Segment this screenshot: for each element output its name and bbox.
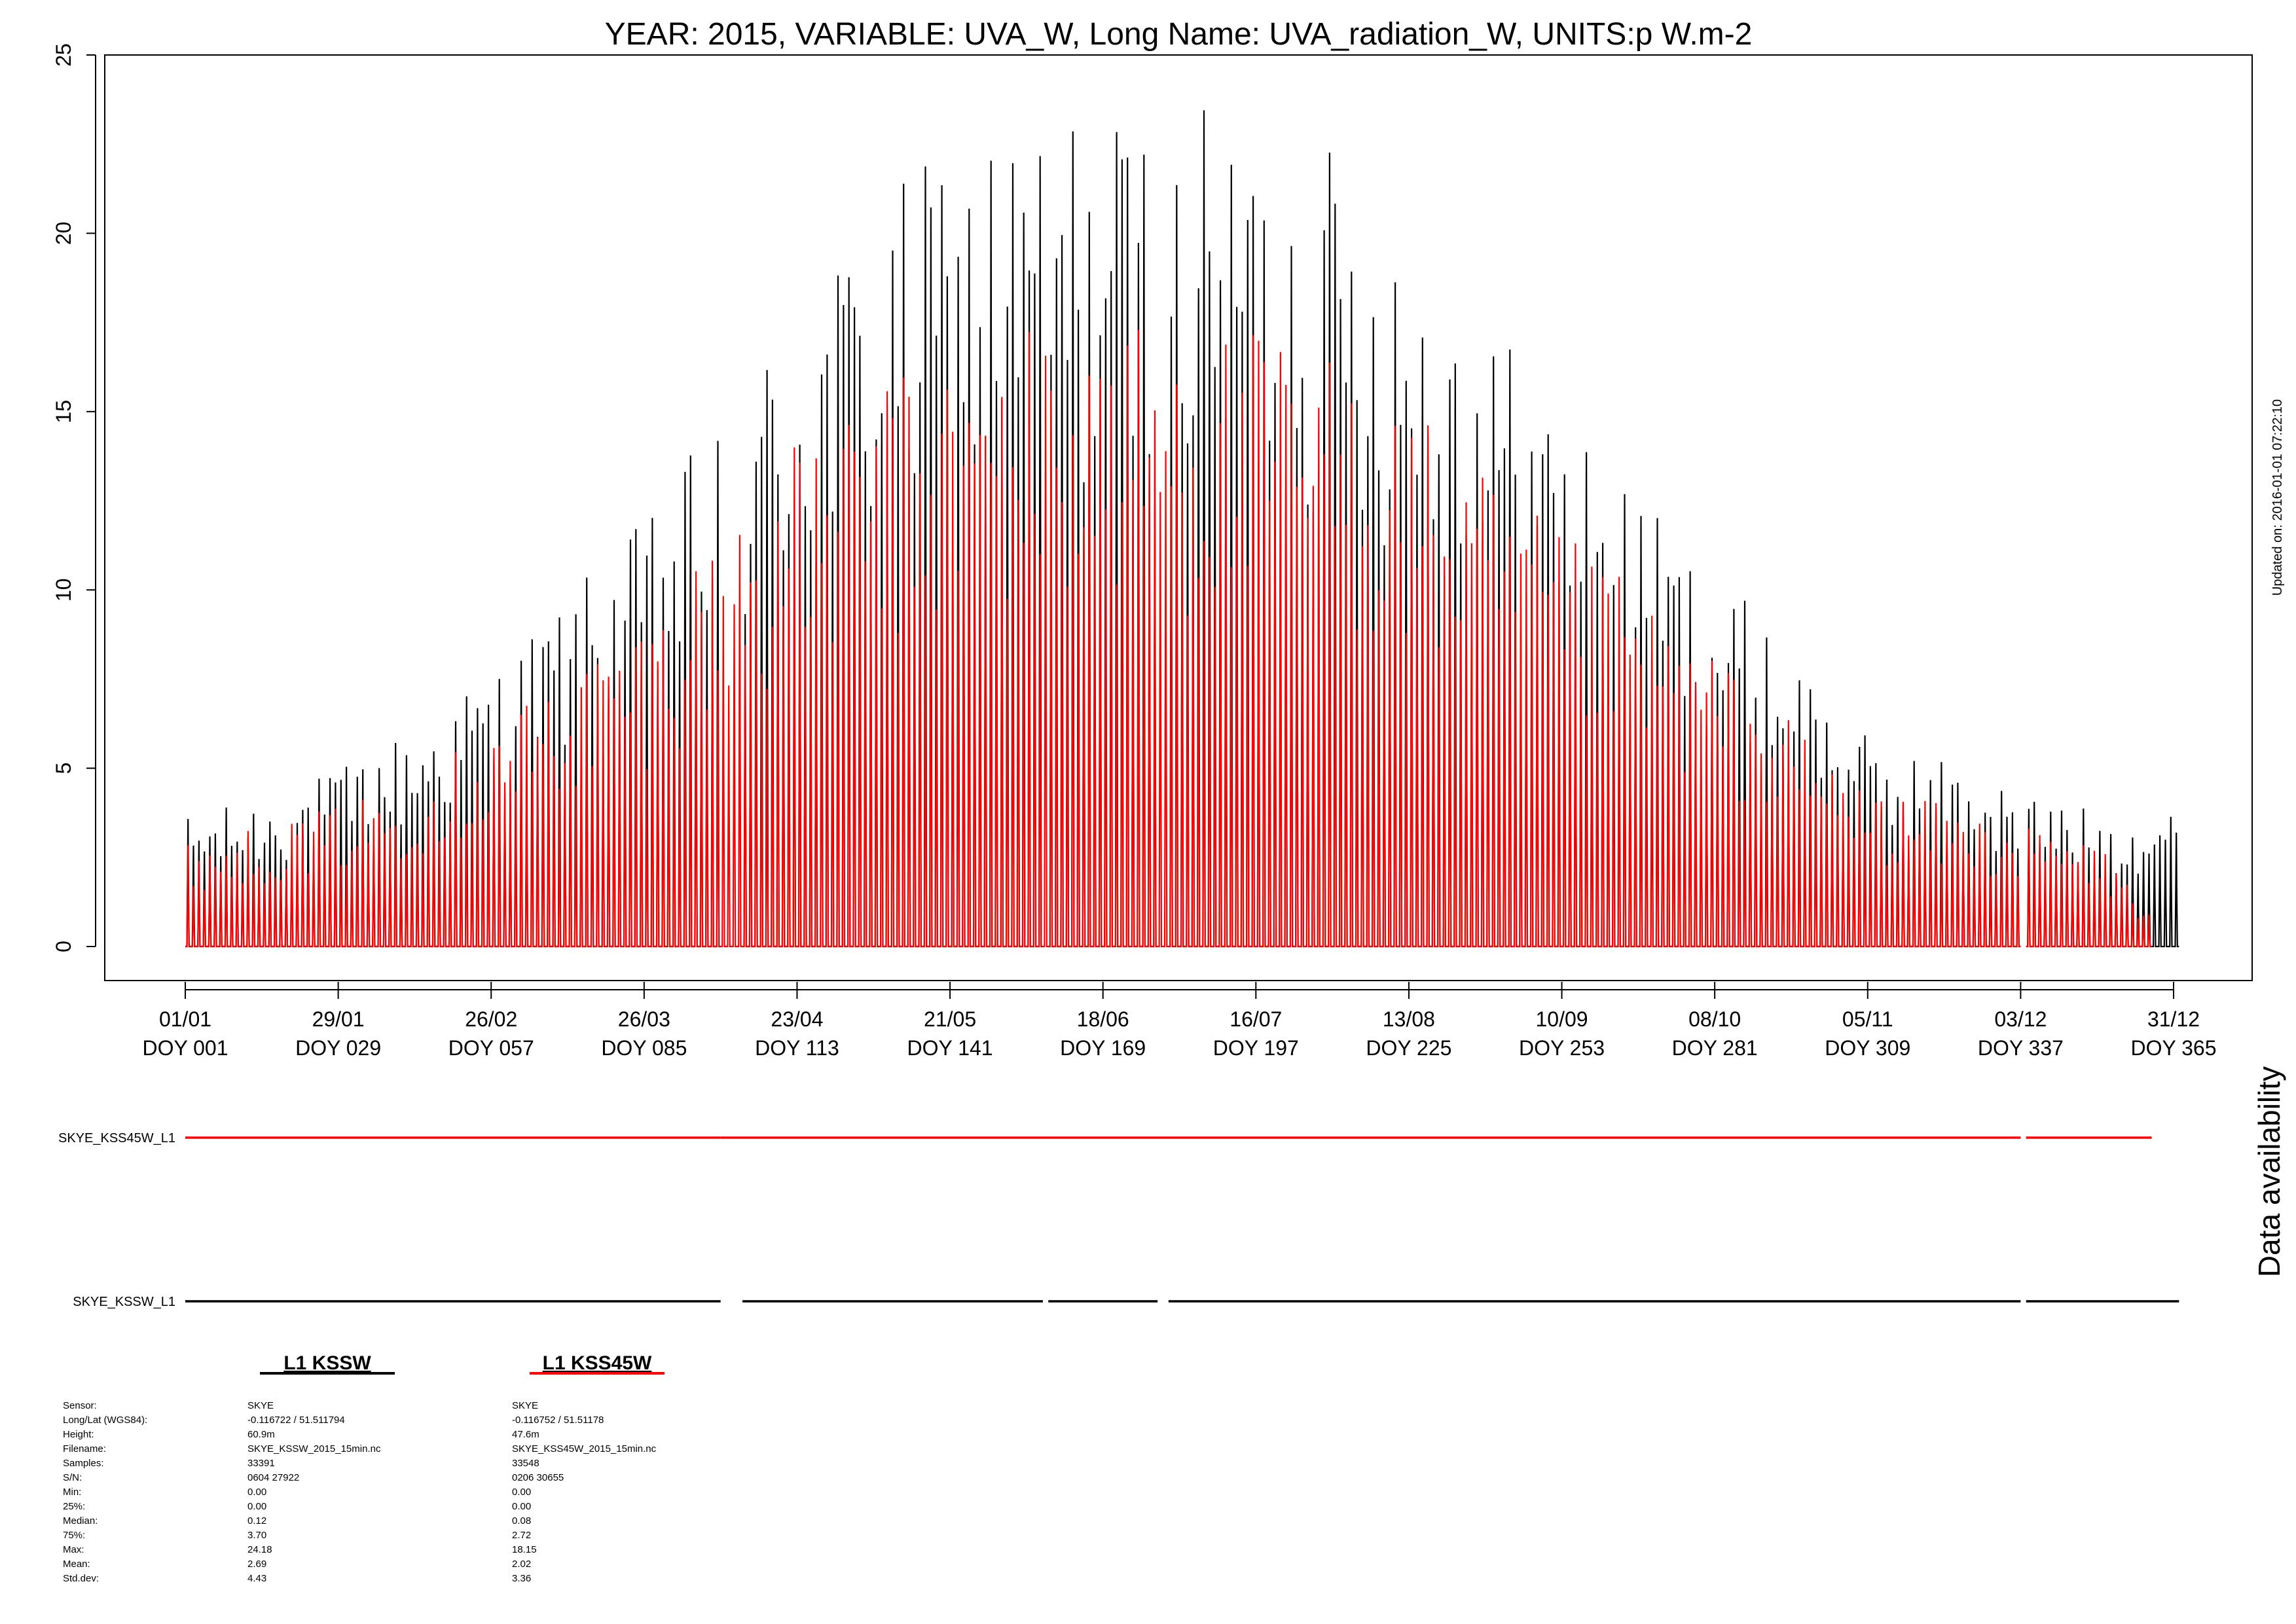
y-tick-label: 10 [52,578,75,602]
info-kss45w-cell: -0.116752 / 51.51178 [512,1415,604,1426]
info-kssw-cell: 60.9m [247,1429,275,1440]
x-tick-doy: DOY 337 [1978,1036,2064,1060]
x-tick-date: 26/03 [618,1007,670,1031]
x-tick-date: 03/12 [1994,1007,2047,1031]
info-kss45w-cell: 0206 30655 [512,1472,564,1483]
availability-row-label: SKYE_KSSW_L1 [73,1295,175,1309]
x-tick-date: 10/09 [1535,1007,1588,1031]
availability-title: Data availability [2252,1066,2286,1277]
info-table: Sensor: Long/Lat (WGS84): Height: Filename:… [63,1400,657,1584]
info-fields-cell: Min: [63,1487,81,1498]
legend-item: L1 KSS45W [543,1352,652,1374]
info-kssw-cell: -0.116722 / 51.511794 [247,1415,345,1426]
info-fields-cell: Filename: [63,1443,106,1454]
plot-area [185,110,2179,948]
info-kssw-cell: 0604 27922 [247,1472,299,1483]
x-tick-date: 26/02 [465,1007,517,1031]
x-tick-doy: DOY 225 [1366,1036,1451,1060]
x-tick-doy: DOY 197 [1213,1036,1299,1060]
info-kss45w-cell: 2.72 [512,1530,531,1541]
info-kssw-cell: 24.18 [247,1544,272,1555]
info-kssw-cell: 3.70 [247,1530,266,1541]
info-kssw-cell: 33391 [247,1458,275,1469]
x-tick-date: 31/12 [2147,1007,2200,1031]
y-axis: 0 5 10 15 20 25 [52,43,96,952]
info-fields-cell: Max: [63,1544,84,1555]
info-kssw-cell: SKYE [247,1400,274,1411]
info-kssw-cell: 0.00 [247,1501,266,1512]
info-kss45w-cell: 2.02 [512,1559,531,1570]
info-kssw-cell: 2.69 [247,1559,266,1570]
updated-timestamp: Updated on: 2016-01-01 07:22:10 [2270,399,2285,596]
series-line-l1-kss45w [185,330,2152,948]
y-tick-label: 5 [52,763,75,774]
x-tick-doy: DOY 141 [907,1036,993,1060]
info-kssw-cell: 4.43 [247,1573,266,1584]
info-fields-cell: Samples: [63,1458,104,1469]
x-tick-doy: DOY 365 [2130,1036,2216,1060]
x-tick-date: 16/07 [1230,1007,1282,1031]
info-fields-cell: 25%: [63,1501,85,1512]
info-fields-cell: 75%: [63,1530,85,1541]
info-fields-cell: Sensor: [63,1400,97,1411]
y-tick-label: 0 [52,941,75,952]
info-kss45w-cell: 3.36 [512,1573,531,1584]
y-tick-label: 15 [52,400,75,424]
x-tick-doy: DOY 029 [295,1036,381,1060]
info-fields-cell: Std.dev: [63,1573,99,1584]
y-tick-label: 20 [52,222,75,245]
info-fields-cell: Mean: [63,1559,90,1570]
x-tick-doy: DOY 057 [448,1036,534,1060]
x-tick-doy: DOY 281 [1672,1036,1758,1060]
x-tick-doy: DOY 001 [142,1036,228,1060]
x-tick-date: 05/11 [1842,1007,1893,1031]
x-tick-date: 21/05 [924,1007,976,1031]
x-tick-date: 23/04 [771,1007,823,1031]
info-kss45w-cell: 47.6m [512,1429,539,1440]
x-tick-doy: DOY 309 [1825,1036,1910,1060]
x-tick-doy: DOY 169 [1060,1036,1146,1060]
x-axis: 01/01 DOY 001 29/01 DOY 029 26/02 DOY 057 26/0… [142,982,2217,1060]
legend: L1 KSSW L1 KSS45W [260,1352,665,1375]
x-tick-date: 29/01 [312,1007,365,1031]
y-tick-label: 25 [52,43,75,67]
info-kss45w-cell: 0.00 [512,1501,531,1512]
info-kss45w-cell: 18.15 [512,1544,537,1555]
info-kss45w-cell: 33548 [512,1458,539,1469]
info-kss45w-cell: 0.08 [512,1515,531,1526]
info-fields-cell: Long/Lat (WGS84): [63,1415,147,1426]
x-tick-doy: DOY 113 [755,1036,839,1060]
availability-row-label: SKYE_KSS45W_L1 [58,1131,175,1146]
availability-panel: SKYE_KSS45W_L1 SKYE_KSSW_L1 [58,1131,2179,1309]
info-kssw-cell: 0.12 [247,1515,266,1526]
info-kssw-cell: SKYE_KSSW_2015_15min.nc [247,1443,381,1454]
x-tick-doy: DOY 085 [601,1036,687,1060]
plot-frame [104,54,2253,981]
info-kss45w-cell: 0.00 [512,1487,531,1498]
info-fields-cell: S/N: [63,1472,82,1483]
chart-title: YEAR: 2015, VARIABLE: UVA_W, Long Name: … [605,17,1753,52]
x-tick-date: 08/10 [1688,1007,1741,1031]
x-tick-date: 13/08 [1383,1007,1435,1031]
info-kss45w-cell: SKYE [512,1400,538,1411]
info-kss45w-cell: SKYE_KSS45W_2015_15min.nc [512,1443,657,1454]
info-fields-cell: Height: [63,1429,94,1440]
legend-item: L1 KSSW [283,1352,371,1374]
info-kssw-cell: 0.00 [247,1487,266,1498]
x-tick-date: 01/01 [159,1007,211,1031]
x-tick-doy: DOY 253 [1519,1036,1605,1060]
info-fields-cell: Median: [63,1515,98,1526]
x-tick-date: 18/06 [1077,1007,1129,1031]
